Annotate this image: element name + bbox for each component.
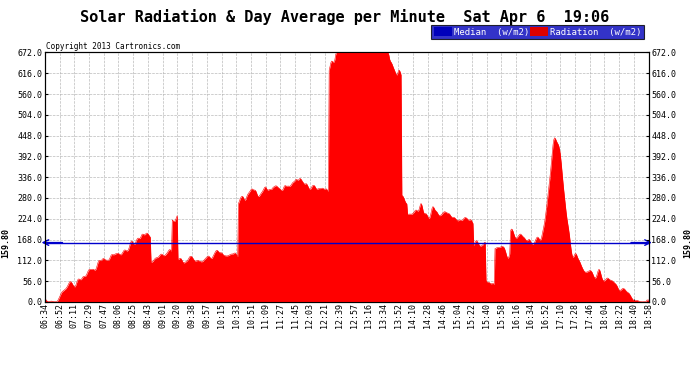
Text: 159.80: 159.80 <box>1 228 10 258</box>
Text: Solar Radiation & Day Average per Minute  Sat Apr 6  19:06: Solar Radiation & Day Average per Minute… <box>80 9 610 26</box>
Text: Copyright 2013 Cartronics.com: Copyright 2013 Cartronics.com <box>46 42 180 51</box>
Text: 159.80: 159.80 <box>683 228 690 258</box>
Legend: Median  (w/m2), Radiation  (w/m2): Median (w/m2), Radiation (w/m2) <box>431 25 644 39</box>
